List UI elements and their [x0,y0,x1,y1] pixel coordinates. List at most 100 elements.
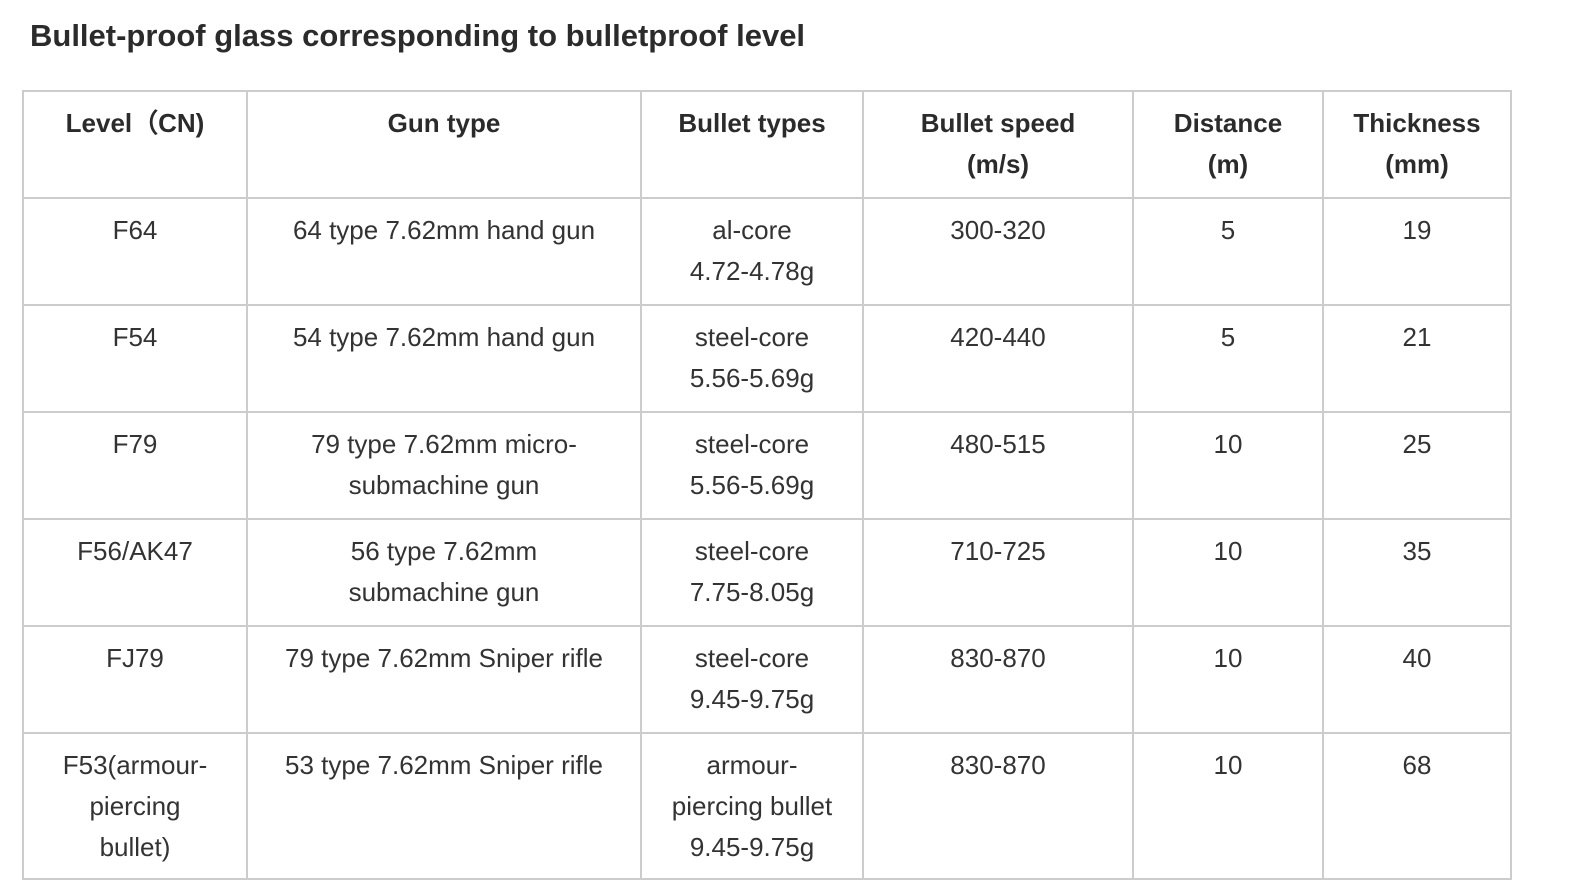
header-level: Level（CN) [22,90,248,199]
cell-bullet-speed: 830-870 [862,625,1134,734]
cell-level: F54 [22,304,248,413]
cell-distance: 10 [1132,625,1324,734]
cell-thickness: 25 [1322,411,1512,520]
table-row: F53(armour-piercing bullet) 53 type 7.62mm… [22,732,1512,880]
cell-text-line: 56 type 7.62mm [350,536,538,566]
cell-bullet-type: steel-core 5.56-5.69g [640,411,864,520]
header-label: Bullet speed [920,108,1076,138]
cell-text-line: 5.56-5.69g [689,470,815,500]
cell-bullet-type: armour-piercing bullet 9.45-9.75g [640,732,864,880]
cell-text-line: steel-core [694,643,810,673]
header-label: Bullet types [678,108,826,138]
cell-value: 420-440 [950,322,1046,352]
cell-text-line: 64 type 7.62mm hand gun [292,215,596,245]
cell-gun-type: 79 type 7.62mm micro-submachine gun [246,411,642,520]
cell-value: 25 [1402,429,1432,459]
table-header-row: Level（CN) Gun type Bullet types Bullet s… [22,90,1512,199]
cell-gun-type: 64 type 7.62mm hand gun [246,197,642,306]
cell-bullet-speed: 830-870 [862,732,1134,880]
cell-text-line: bullet) [99,832,171,862]
cell-text-line: 9.45-9.75g [689,684,815,714]
header-label: Distance [1173,108,1283,138]
header-label: Gun type [387,108,501,138]
cell-text-line: piercing bullet [671,791,833,821]
cell-text-line: F79 [112,429,158,459]
cell-text-line: F64 [112,215,158,245]
cell-bullet-type: al-core 4.72-4.78g [640,197,864,306]
table-row: F54 54 type 7.62mm hand gun steel-core 5.56… [22,304,1512,413]
cell-distance: 5 [1132,304,1324,413]
cell-distance: 5 [1132,197,1324,306]
cell-text-line: steel-core [694,322,810,352]
cell-value: 35 [1402,536,1432,566]
cell-bullet-speed: 420-440 [862,304,1134,413]
header-unit: (mm) [1385,149,1449,179]
cell-bullet-speed: 300-320 [862,197,1134,306]
table-row: FJ79 79 type 7.62mm Sniper rifle steel-cor… [22,625,1512,734]
cell-value: 19 [1402,215,1432,245]
cell-bullet-type: steel-core 9.45-9.75g [640,625,864,734]
cell-text-line: F54 [112,322,158,352]
header-distance: Distance (m) [1132,90,1324,199]
cell-level: FJ79 [22,625,248,734]
header-unit: (m/s) [966,149,1030,179]
cell-text-line: submachine gun [348,577,540,607]
cell-text-line: 53 type 7.62mm Sniper rifle [285,750,603,780]
cell-text-line: piercing [89,791,181,821]
cell-text-line: 7.75-8.05g [689,577,815,607]
cell-level: F56/AK47 [22,518,248,627]
cell-value: 830-870 [950,750,1046,780]
cell-value: 21 [1402,322,1432,352]
cell-text-line: 79 type 7.62mm Sniper rifle [285,643,603,673]
cell-text-line: 79 type 7.62mm micro- [311,429,577,459]
page-title: Bullet-proof glass corresponding to bull… [30,18,806,53]
cell-value: 480-515 [950,429,1046,459]
cell-value: 40 [1402,643,1432,673]
cell-value: 5 [1220,322,1236,352]
cell-text-line: F53(armour- [62,750,208,780]
header-label: Thickness [1353,108,1481,138]
cell-bullet-speed: 480-515 [862,411,1134,520]
cell-value: 10 [1213,429,1243,459]
cell-distance: 10 [1132,518,1324,627]
cell-value: 710-725 [950,536,1046,566]
cell-gun-type: 56 type 7.62mm submachine gun [246,518,642,627]
cell-text-line: al-core [712,215,792,245]
header-bullet-types: Bullet types [640,90,864,199]
header-unit: (m) [1207,149,1249,179]
table-row: F79 79 type 7.62mm micro-submachine gun st… [22,411,1512,520]
table-row: F64 64 type 7.62mm hand gun al-core 4.72-4.… [22,197,1512,306]
cell-text-line: 9.45-9.75g [689,832,815,862]
cell-value: 10 [1213,750,1243,780]
cell-text-line: armour- [706,750,798,780]
cell-text-line: steel-core [694,536,810,566]
cell-value: 68 [1402,750,1432,780]
cell-text-line: 4.72-4.78g [689,256,815,286]
cell-thickness: 19 [1322,197,1512,306]
table-body: F64 64 type 7.62mm hand gun al-core 4.72-4.… [22,197,1512,880]
cell-text-line: steel-core [694,429,810,459]
cell-thickness: 35 [1322,518,1512,627]
header-label: Level（CN) [65,108,205,138]
cell-bullet-type: steel-core 5.56-5.69g [640,304,864,413]
header-bullet-speed: Bullet speed (m/s) [862,90,1134,199]
cell-bullet-speed: 710-725 [862,518,1134,627]
cell-thickness: 21 [1322,304,1512,413]
cell-thickness: 40 [1322,625,1512,734]
cell-value: 5 [1220,215,1236,245]
cell-distance: 10 [1132,411,1324,520]
cell-gun-type: 54 type 7.62mm hand gun [246,304,642,413]
cell-level: F53(armour-piercing bullet) [22,732,248,880]
cell-level: F64 [22,197,248,306]
cell-gun-type: 53 type 7.62mm Sniper rifle [246,732,642,880]
cell-text-line: F56/AK47 [77,536,193,566]
cell-text-line: FJ79 [106,643,164,673]
cell-gun-type: 79 type 7.62mm Sniper rifle [246,625,642,734]
cell-text-line: submachine gun [348,470,540,500]
cell-distance: 10 [1132,732,1324,880]
cell-text-line: 5.56-5.69g [689,363,815,393]
bulletproof-level-table: Level（CN) Gun type Bullet types Bullet s… [22,90,1512,880]
cell-text-line: 54 type 7.62mm hand gun [292,322,596,352]
header-thickness: Thickness (mm) [1322,90,1512,199]
cell-thickness: 68 [1322,732,1512,880]
